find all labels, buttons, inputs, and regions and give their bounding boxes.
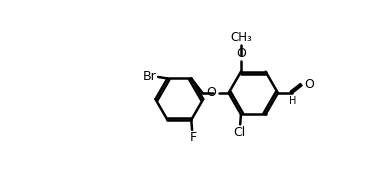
Text: O: O [236, 47, 246, 60]
Text: CH₃: CH₃ [230, 31, 252, 44]
Text: Br: Br [143, 70, 157, 83]
Text: Cl: Cl [233, 126, 245, 139]
Text: O: O [305, 78, 314, 91]
Text: H: H [289, 96, 296, 106]
Text: F: F [189, 131, 197, 144]
Text: O: O [206, 87, 216, 100]
